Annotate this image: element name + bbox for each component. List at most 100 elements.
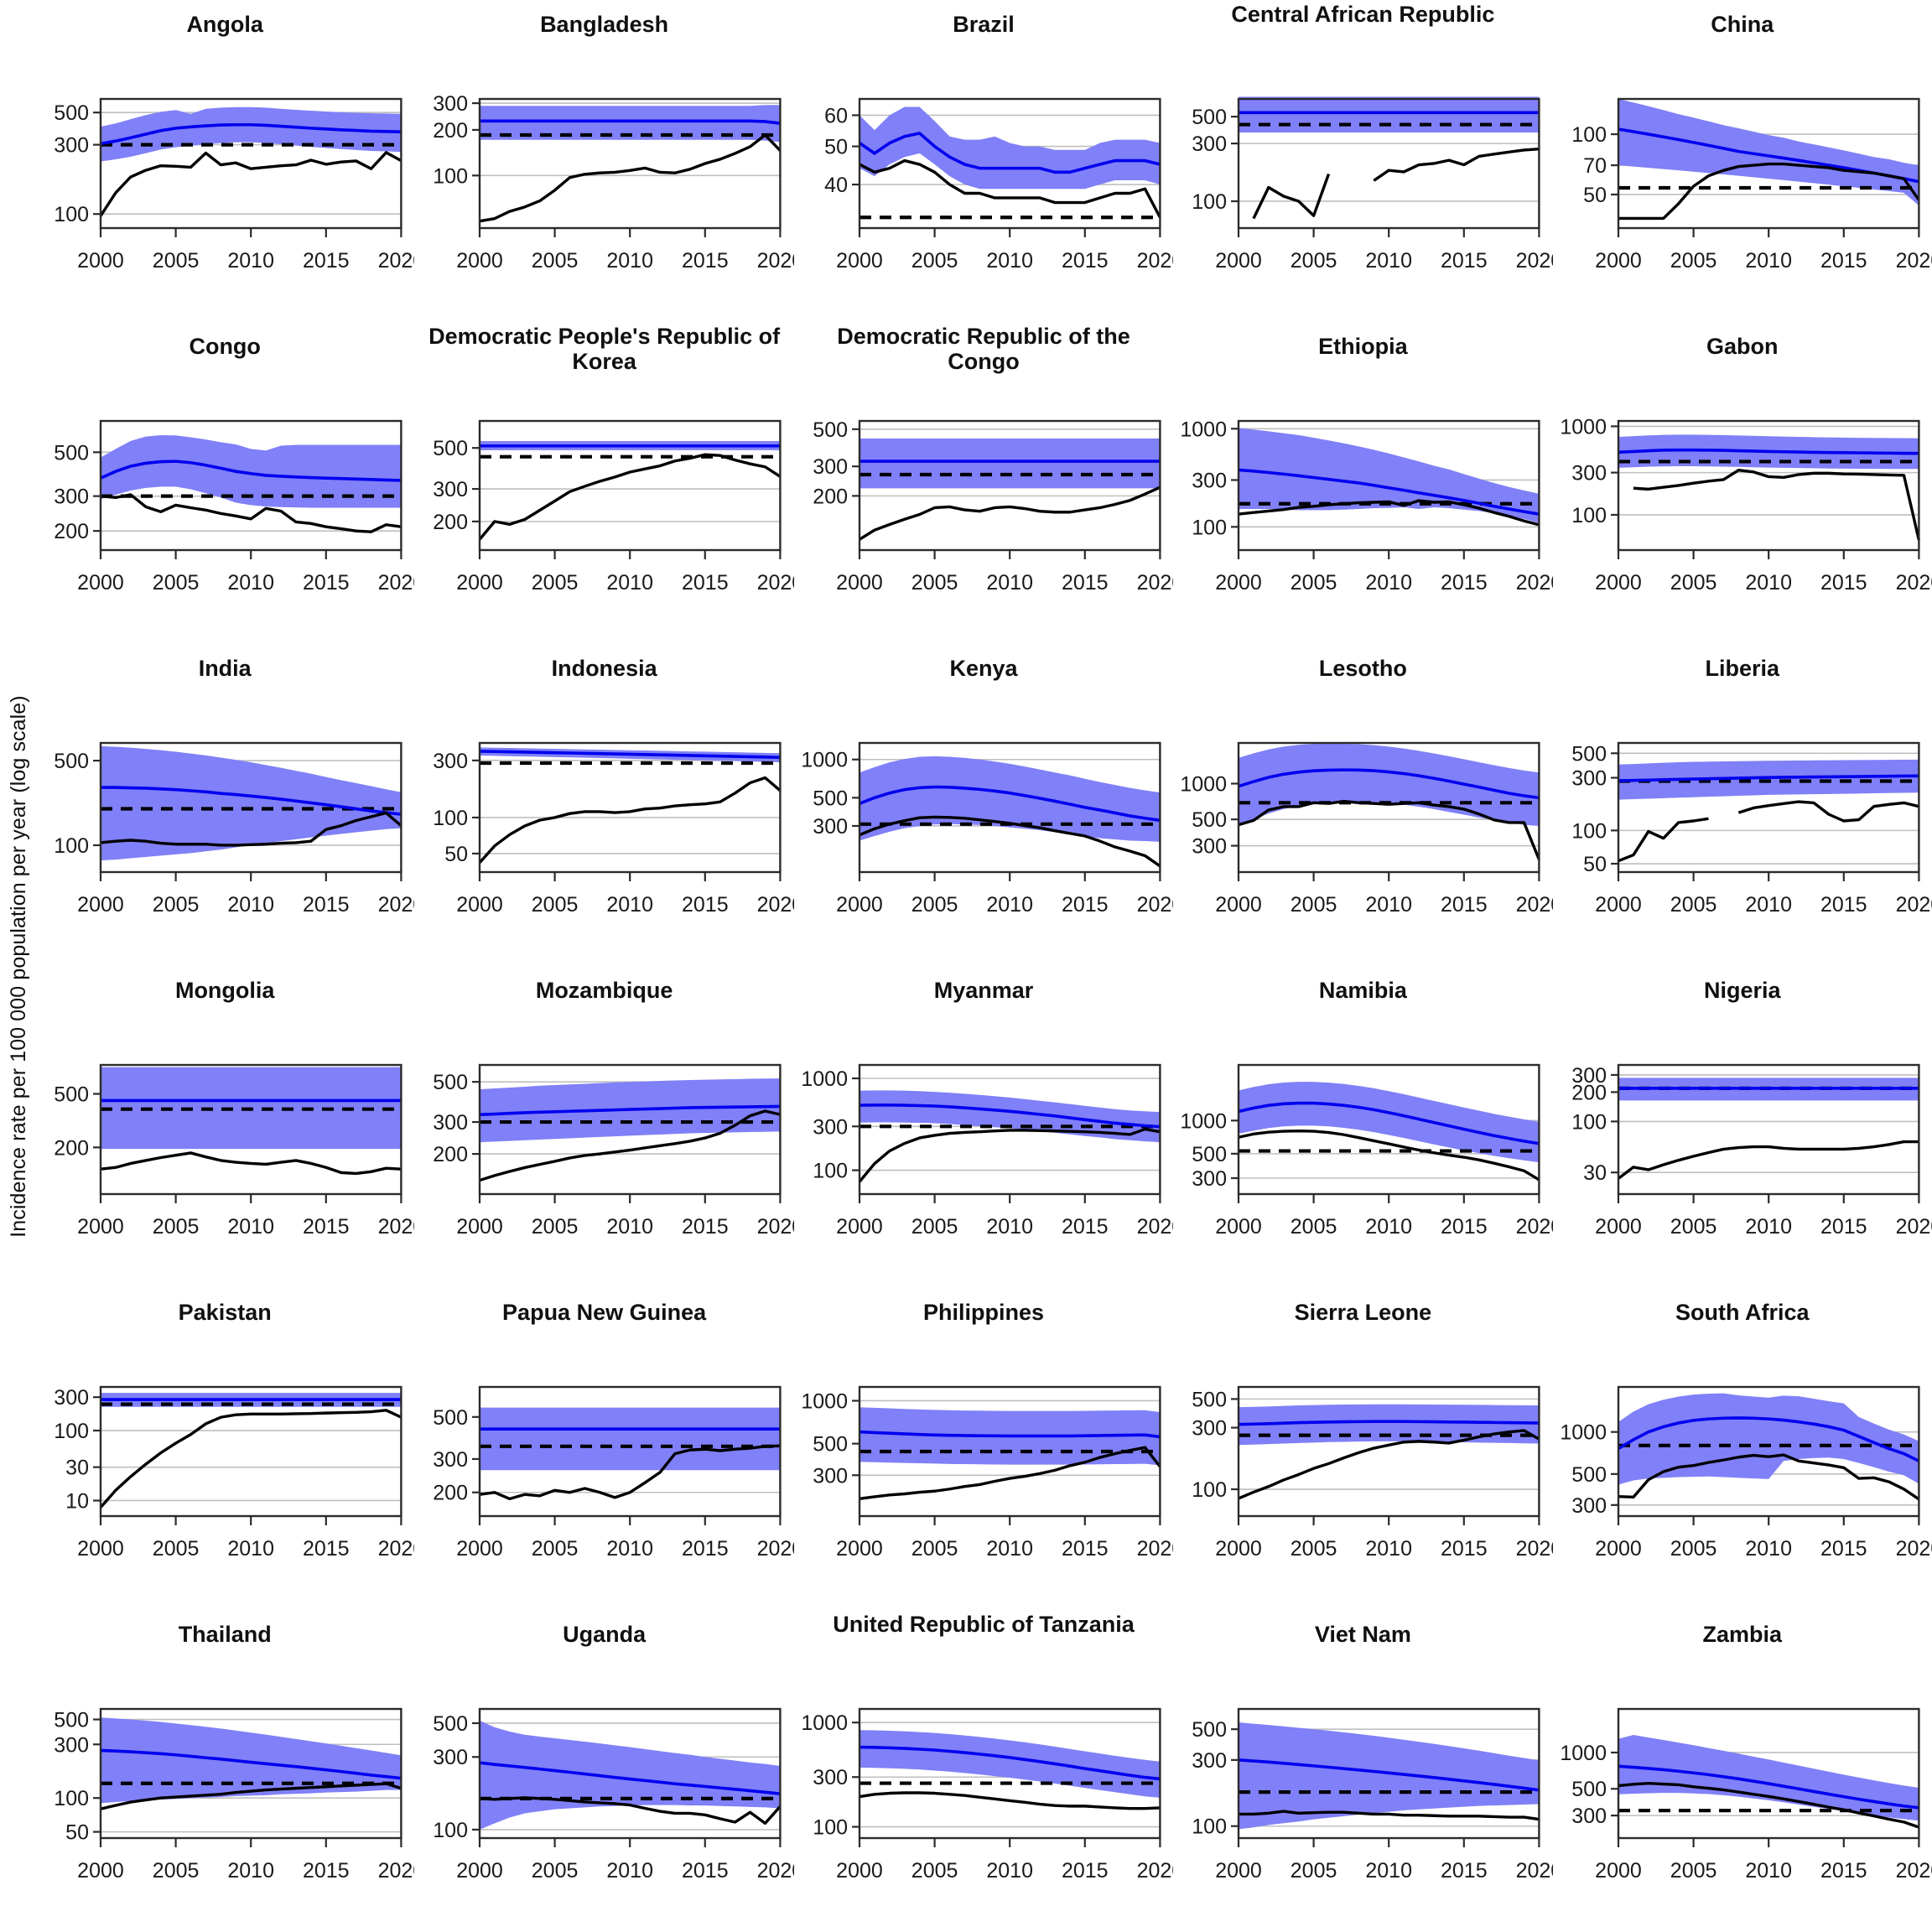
y-tick-label: 300	[1571, 1064, 1607, 1088]
panel-title: United Republic of Tanzania	[833, 1612, 1135, 1637]
x-tick-label: 2020	[1895, 893, 1932, 917]
y-tick-label: 500	[1192, 1388, 1227, 1411]
y-tick-label: 500	[1192, 808, 1227, 832]
panel-title: Gabon	[1706, 334, 1779, 359]
x-tick-label: 2020	[1516, 571, 1553, 595]
panel-viet-nam: Viet Nam 100 300 500 2000 2005 2010 2015 2020	[1173, 1610, 1552, 1932]
x-tick-label: 2005	[1670, 893, 1716, 917]
panel-india: India 100 500 2000 2005 2010 2015 2020	[35, 644, 414, 966]
x-tick-label: 2010	[1745, 249, 1792, 273]
y-axis-label: Incidence rate per 100 000 population pe…	[2, 0, 35, 1932]
uncertainty-band	[1239, 743, 1540, 827]
y-tick-label: 300	[1571, 1494, 1607, 1518]
y-tick-label: 300	[1571, 462, 1607, 486]
notifications-line	[1617, 800, 1919, 863]
x-tick-label: 2020	[1516, 249, 1553, 273]
panel-indonesia: Indonesia 50 100 300 2000 2005 2010 2015 2020	[414, 644, 794, 966]
x-tick-label: 2020	[1136, 249, 1173, 273]
y-tick-label: 300	[813, 815, 848, 839]
y-tick-label: 300	[1192, 1749, 1227, 1773]
estimate-line	[859, 1745, 1161, 1781]
x-tick-label: 2000	[1595, 893, 1642, 917]
panel-plot: 10 30 100 300 2000 2005 2010 2015 2020	[54, 1385, 415, 1561]
x-tick-label: 2020	[1516, 893, 1553, 917]
panel-plot: 300 500 1000 2000 2005 2010 2015 2020	[1560, 1707, 1932, 1883]
x-tick-label: 2015	[1820, 249, 1867, 273]
estimate-line	[1617, 1416, 1919, 1462]
x-tick-label: 2010	[607, 571, 654, 595]
panel-title: Liberia	[1705, 656, 1780, 681]
x-tick-label: 2000	[77, 571, 124, 595]
x-tick-label: 2010	[1745, 571, 1792, 595]
y-tick-label: 100	[434, 164, 469, 188]
panel-plot: 100 300 1000 2000 2005 2010 2015 2020	[801, 1063, 1173, 1239]
x-tick-label: 2020	[757, 1859, 794, 1883]
notifications-line	[1238, 799, 1541, 860]
panel-plot: 100 300 500 2000 2005 2010 2015 2020	[54, 97, 414, 273]
y-tick-label: 100	[54, 834, 89, 858]
panel-plot: 300 500 1000 2000 2005 2010 2015 2020	[1181, 741, 1553, 917]
x-tick-label: 2010	[1366, 249, 1413, 273]
x-tick-label: 2005	[1670, 1537, 1716, 1561]
x-tick-label: 2010	[986, 893, 1033, 917]
x-tick-label: 2010	[1366, 893, 1413, 917]
panel-title: China	[1711, 12, 1774, 37]
x-tick-label: 2015	[1062, 1859, 1109, 1883]
x-tick-label: 2005	[153, 1859, 200, 1883]
panel-title: Papua New Guinea	[502, 1300, 707, 1325]
x-tick-label: 2015	[1441, 1215, 1488, 1239]
panel-plot: 100 500 2000 2005 2010 2015 2020	[54, 741, 414, 917]
panel-plot: 100 300 500 2000 2005 2010 2015 2020	[434, 1707, 794, 1883]
x-tick-label: 2020	[757, 249, 794, 273]
y-tick-label: 300	[54, 486, 89, 509]
panel-plot: 100 300 500 2000 2005 2010 2015 2020	[1192, 1385, 1553, 1561]
x-tick-label: 2000	[836, 1215, 883, 1239]
y-tick-label: 500	[1571, 742, 1607, 766]
y-tick-label: 300	[1192, 469, 1227, 492]
estimate-line	[1239, 1420, 1540, 1426]
notifications-line	[1617, 1140, 1919, 1180]
panel-title: Nigeria	[1704, 978, 1781, 1003]
x-tick-label: 2000	[1595, 571, 1642, 595]
uncertainty-band	[1618, 1734, 1919, 1821]
notifications-line	[1618, 1782, 1919, 1829]
panel-title: Myanmar	[933, 978, 1034, 1003]
panel-democratic-republic-of-the-congo: Democratic Republic of the Congo 200 300 50…	[794, 322, 1173, 644]
x-tick-label: 2020	[378, 1859, 415, 1883]
panel-brazil: Brazil 40 50 60 2000 2005 2010 2015 2020	[794, 0, 1173, 322]
y-tick-label: 100	[434, 1819, 469, 1842]
notifications-line	[1618, 162, 1920, 221]
notifications-line	[1238, 1429, 1540, 1500]
panel-central-african-republic: Central African Republic 100 300 500 2000 200…	[1173, 0, 1552, 322]
y-tick-label: 1000	[801, 1067, 848, 1091]
estimate-line	[480, 1761, 781, 1795]
uncertainty-band	[480, 1720, 781, 1830]
panel-plot: 200 300 500 2000 2005 2010 2015 2020	[434, 419, 794, 595]
panel-democratic-people-s-republic-of-korea: Democratic People's Republic of Korea 200…	[414, 322, 794, 644]
panel-lesotho: Lesotho 300 500 1000 2000 2005 2010 2015 2020	[1173, 644, 1553, 966]
y-tick-label: 30	[65, 1457, 89, 1480]
notifications-line	[859, 158, 1161, 219]
x-tick-label: 2015	[682, 249, 729, 273]
estimate-line	[100, 122, 402, 146]
panel-pakistan: Pakistan 10 30 100 300 2000 2005 2010 2015 2020	[35, 1288, 414, 1610]
y-tick-label: 200	[1571, 1081, 1607, 1104]
y-tick-label: 100	[434, 807, 469, 830]
x-tick-label: 2015	[682, 1537, 729, 1561]
y-tick-label: 40	[824, 174, 848, 197]
uncertainty-band	[480, 1407, 781, 1471]
y-tick-label: 100	[54, 203, 89, 226]
x-tick-label: 2015	[682, 1215, 729, 1239]
x-tick-label: 2020	[1516, 1215, 1553, 1239]
x-tick-label: 2005	[532, 571, 579, 595]
y-tick-label: 50	[65, 1821, 89, 1845]
x-tick-label: 2010	[607, 893, 654, 917]
y-tick-label: 500	[54, 750, 89, 773]
x-tick-label: 2020	[378, 1537, 415, 1561]
y-tick-label: 100	[1571, 504, 1607, 527]
y-tick-label: 50	[1583, 853, 1607, 876]
x-tick-label: 2015	[303, 1537, 350, 1561]
panel-plot: 100 300 500 2000 2005 2010 2015 2020	[1192, 96, 1553, 273]
